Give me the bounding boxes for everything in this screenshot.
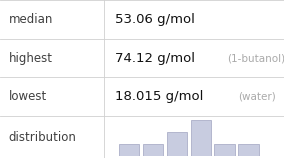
Text: highest: highest	[9, 52, 53, 65]
Text: 74.12 g/mol: 74.12 g/mol	[115, 52, 195, 65]
Bar	[143, 144, 163, 156]
Bar	[167, 132, 187, 156]
Text: distribution: distribution	[9, 131, 76, 144]
Text: (1-butanol): (1-butanol)	[227, 53, 284, 63]
Bar	[238, 144, 258, 156]
Bar	[191, 120, 211, 156]
Text: lowest: lowest	[9, 90, 47, 103]
Text: 53.06 g/mol: 53.06 g/mol	[115, 13, 195, 26]
Bar	[119, 144, 139, 156]
Text: median: median	[9, 13, 53, 26]
Text: (water): (water)	[238, 92, 275, 102]
Text: 18.015 g/mol: 18.015 g/mol	[115, 90, 203, 103]
Bar	[214, 144, 235, 156]
